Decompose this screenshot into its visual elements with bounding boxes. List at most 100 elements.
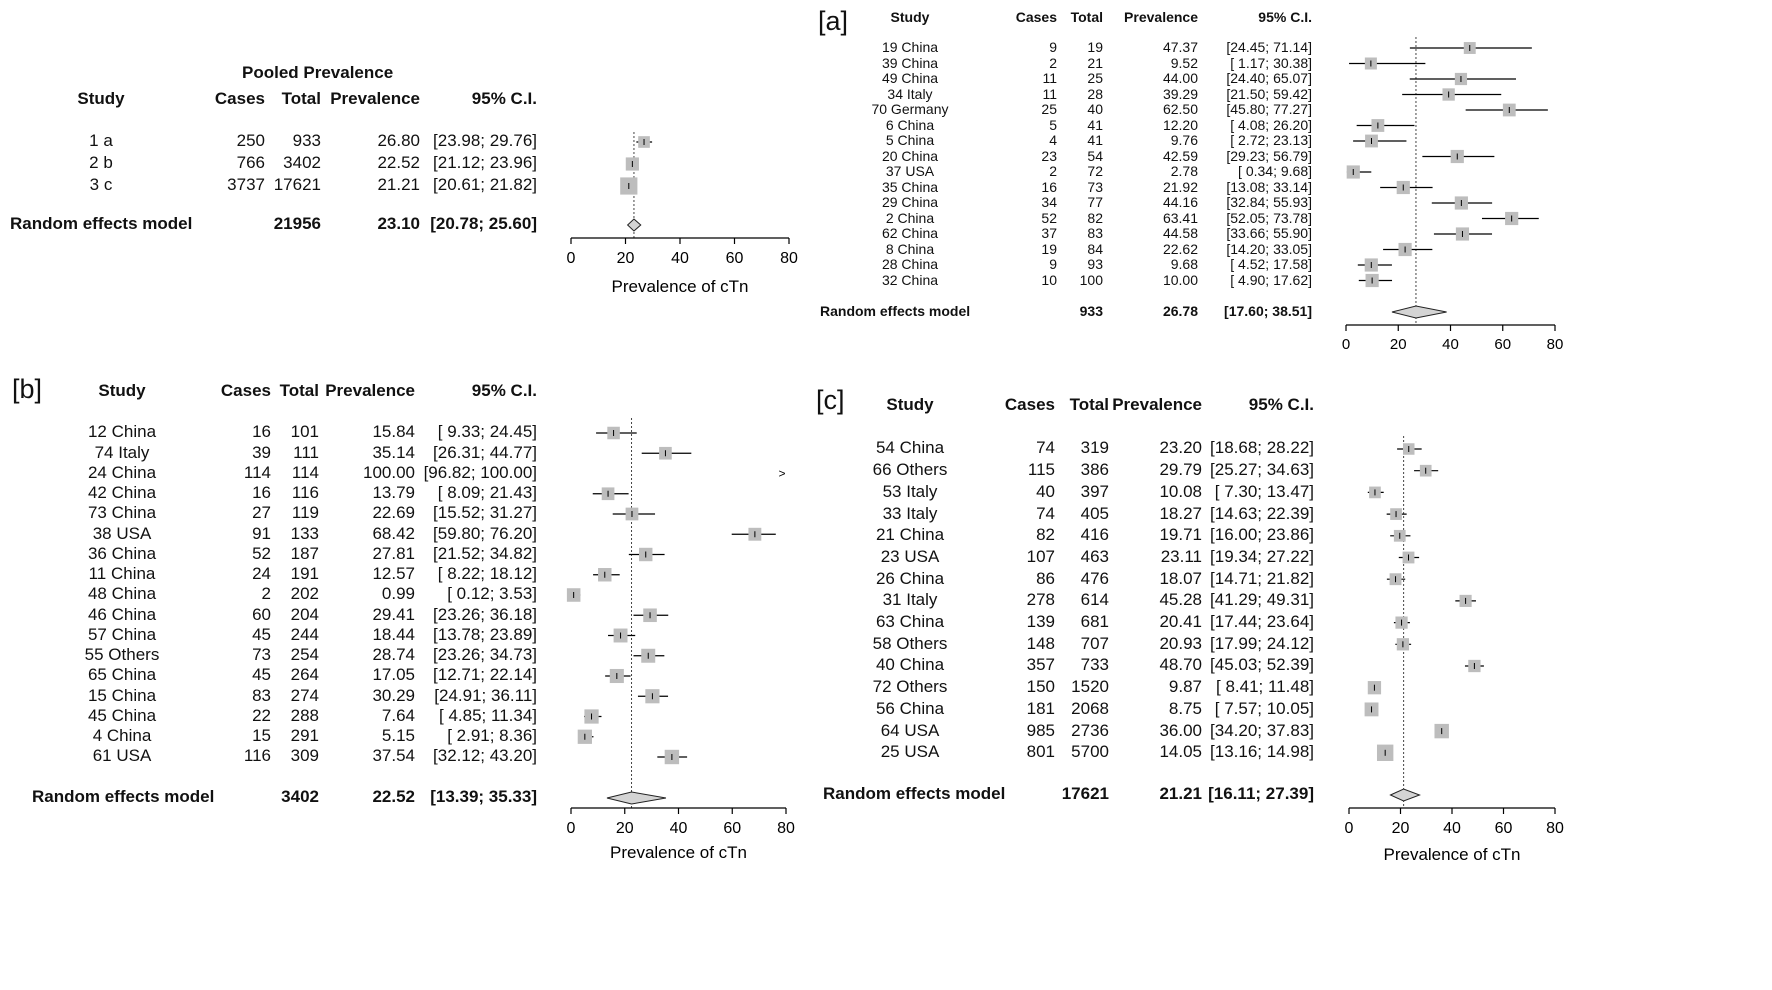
study-weight-square <box>566 588 581 602</box>
x-tick-label: 80 <box>777 820 795 837</box>
header-study: Study <box>77 89 125 109</box>
study-weight-square <box>1450 149 1464 164</box>
study-total: 25 <box>1087 70 1103 87</box>
study-cases: 24 <box>252 564 271 584</box>
study-cases: 3737 <box>227 175 265 195</box>
model-ci: [16.11; 27.39] <box>1208 784 1314 804</box>
study-total: 84 <box>1087 240 1103 257</box>
study-name: 74 Italy <box>94 442 150 462</box>
study-prevalence: 22.52 <box>377 153 420 173</box>
study-cases: 5 <box>1049 116 1057 133</box>
panel-tag: [a] <box>818 6 849 36</box>
study-cases: 73 <box>252 645 271 665</box>
study-total: 93 <box>1087 256 1103 273</box>
study-name: 5 China <box>885 132 935 149</box>
x-tick-label: 0 <box>1342 336 1350 353</box>
study-total: 5700 <box>1071 742 1109 762</box>
study-ci: [17.44; 23.64] <box>1210 612 1314 632</box>
model-total: 933 <box>1079 303 1103 320</box>
study-total: 933 <box>292 131 321 151</box>
study-ci: [32.84; 55.93] <box>1226 194 1312 211</box>
study-total: 82 <box>1087 209 1103 226</box>
study-name: 42 China <box>87 483 157 503</box>
study-weight-square <box>607 426 620 440</box>
study-cases: 16 <box>252 483 271 503</box>
panel-tag: [b] <box>12 374 43 404</box>
study-ci: [29.23; 56.79] <box>1226 147 1312 164</box>
study-ci: [ 4.90; 17.62] <box>1230 271 1312 288</box>
study-prevalence: 22.62 <box>1162 240 1198 257</box>
study-ci: [ 4.52; 17.58] <box>1230 256 1312 273</box>
study-cases: 11 <box>1042 85 1057 102</box>
study-cases: 10 <box>1041 271 1057 288</box>
study-prevalence: 8.75 <box>1168 698 1202 718</box>
study-ci: [ 7.30; 13.47] <box>1214 481 1314 501</box>
study-name: 37 USA <box>885 163 935 180</box>
study-name: 6 China <box>885 116 935 133</box>
study-prevalence: 28.74 <box>372 645 415 665</box>
study-name: 3 c <box>89 175 113 195</box>
study-prevalence: 37.54 <box>372 746 415 766</box>
study-weight-square <box>1364 258 1378 272</box>
x-tick-label: 60 <box>723 820 741 837</box>
model-prevalence: 26.78 <box>1162 303 1198 320</box>
study-cases: 34 <box>1041 194 1057 211</box>
study-ci: [33.66; 55.90] <box>1226 225 1312 242</box>
x-tick-label: 0 <box>567 250 576 267</box>
study-total: 77 <box>1087 194 1103 211</box>
study-weight-square <box>613 628 628 643</box>
study-cases: 15 <box>252 726 271 746</box>
study-total: 28 <box>1087 85 1103 102</box>
study-prevalence: 29.41 <box>372 604 415 624</box>
study-name: 62 China <box>881 225 939 242</box>
study-weight-square <box>609 668 624 684</box>
study-weight-square <box>1390 508 1402 520</box>
study-name: 31 Italy <box>882 590 938 610</box>
study-total: 244 <box>290 624 319 644</box>
study-ci: [41.29; 49.31] <box>1210 590 1314 610</box>
study-cases: 45 <box>252 624 271 644</box>
study-cases: 139 <box>1026 612 1055 632</box>
x-tick-label: 0 <box>1345 820 1354 837</box>
study-weight-square <box>577 729 592 744</box>
study-name: 64 USA <box>880 720 940 740</box>
study-prevalence: 45.28 <box>1159 590 1202 610</box>
study-ci: [24.40; 65.07] <box>1226 70 1312 87</box>
model-diamond <box>1391 305 1447 319</box>
study-ci: [96.82; 100.00] <box>423 462 537 482</box>
study-total: 119 <box>291 503 319 523</box>
header-study: Study <box>890 9 930 26</box>
study-prevalence: 9.68 <box>1170 256 1198 273</box>
study-total: 274 <box>290 685 319 705</box>
study-prevalence: 30.29 <box>372 685 415 705</box>
study-ci: [ 7.57; 10.05] <box>1214 698 1314 718</box>
study-ci: [ 4.85; 11.34] <box>439 705 537 725</box>
study-prevalence: 18.44 <box>372 624 415 644</box>
study-total: 73 <box>1087 178 1103 195</box>
study-cases: 150 <box>1026 677 1055 697</box>
study-name: 36 China <box>87 543 157 563</box>
study-total: 111 <box>293 442 319 462</box>
study-total: 1520 <box>1071 677 1109 697</box>
study-ci: [ 8.22; 18.12] <box>437 564 537 584</box>
header-ci: 95% C.I. <box>471 381 537 401</box>
study-cases: 115 <box>1027 460 1055 480</box>
study-name: 8 China <box>885 240 935 257</box>
study-cases: 250 <box>236 131 265 151</box>
study-total: 41 <box>1087 132 1103 149</box>
study-prevalence: 15.84 <box>372 422 415 442</box>
study-cases: 60 <box>252 604 271 624</box>
study-prevalence: 39.29 <box>1162 85 1198 102</box>
study-name: 73 China <box>87 503 157 523</box>
model-total: 17621 <box>1061 784 1109 804</box>
model-ci: [13.39; 35.33] <box>430 787 537 807</box>
study-ci: [25.27; 34.63] <box>1210 460 1314 480</box>
study-prevalence: 62.50 <box>1162 101 1198 118</box>
study-prevalence: 36.00 <box>1159 720 1202 740</box>
study-total: 416 <box>1080 525 1109 545</box>
study-prevalence: 48.70 <box>1159 655 1202 675</box>
study-weight-square <box>1395 616 1408 629</box>
study-name: 38 USA <box>92 523 152 543</box>
header-cases: Cases <box>220 381 271 401</box>
study-prevalence: 14.05 <box>1159 742 1202 762</box>
